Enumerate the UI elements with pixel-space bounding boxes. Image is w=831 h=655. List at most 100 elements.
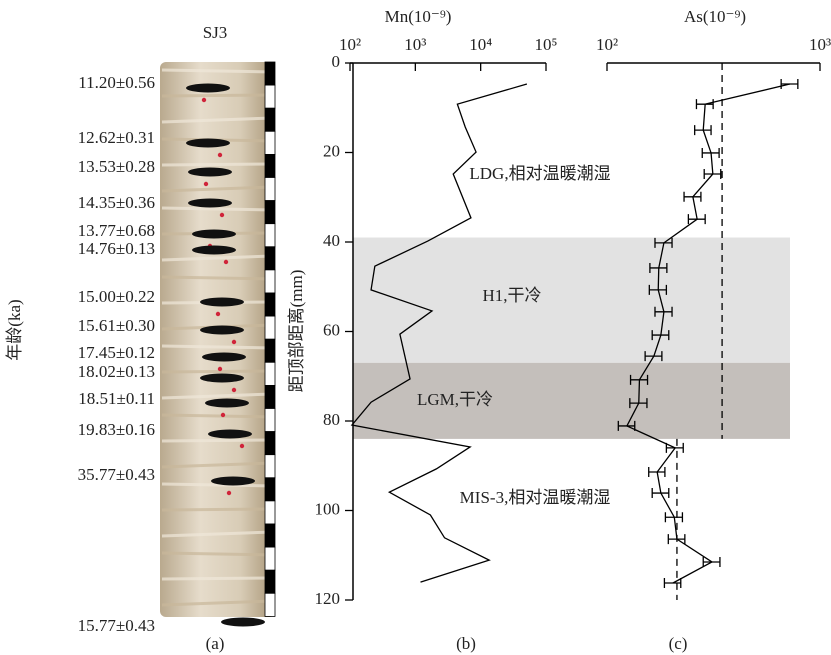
y-axis-label: 距顶部距离(mm) — [287, 270, 306, 393]
layer — [162, 553, 273, 555]
layer — [162, 164, 273, 165]
sample-dot — [224, 260, 228, 264]
dating-spot — [208, 430, 252, 439]
sample-dot — [218, 153, 222, 157]
error-bar — [781, 79, 798, 89]
core-title: SJ3 — [203, 23, 228, 42]
age-axis-label: 年龄(ka) — [5, 299, 24, 360]
figure: SJ3 年龄(ka) (a) 11.20±0.56 12.62±0.31 13.53… — [0, 0, 831, 655]
age-label: 13.77±0.68 — [78, 221, 155, 240]
axis-title: Mn(10⁻⁹) — [385, 7, 452, 26]
scale-segment — [265, 154, 275, 177]
scale-segment — [265, 547, 275, 570]
y-tick-label: 100 — [315, 499, 341, 518]
sample-dot — [221, 413, 225, 417]
scale-segment — [265, 339, 275, 362]
dating-spot — [211, 477, 255, 486]
layer — [162, 95, 273, 96]
layer — [162, 70, 273, 72]
age-label: 11.20±0.56 — [78, 73, 155, 92]
band-label: H1,干冷 — [482, 286, 541, 305]
x-tick-label: 10⁴ — [469, 35, 492, 54]
dating-spot — [200, 326, 244, 335]
age-label: 18.02±0.13 — [78, 362, 155, 381]
panel-label: (b) — [456, 634, 476, 653]
y-tick-label: 0 — [332, 52, 341, 71]
scale-segment — [265, 293, 275, 316]
sample-dot — [216, 312, 220, 316]
sample-dot — [232, 340, 236, 344]
sample-dot — [232, 388, 236, 392]
age-label: 15.61±0.30 — [78, 316, 155, 335]
annotation: LDG,相对温暖潮湿 — [469, 164, 610, 183]
scale-segment — [265, 455, 275, 478]
layer — [162, 371, 273, 372]
y-tick-label: 40 — [323, 231, 340, 250]
layer — [162, 415, 273, 417]
x-tick-label: 10³ — [809, 35, 831, 54]
scale-segment — [265, 362, 275, 385]
scale-segment — [265, 432, 275, 455]
age-label: 14.35±0.36 — [78, 193, 155, 212]
layer — [162, 484, 273, 486]
dating-spot — [200, 374, 244, 383]
layer — [162, 208, 273, 210]
scale-segment — [265, 108, 275, 131]
dating-spot — [200, 298, 244, 307]
axis-title: As(10⁻⁹) — [684, 7, 746, 26]
sample-dot — [227, 491, 231, 495]
age-label: 18.51±0.11 — [78, 389, 155, 408]
layer — [162, 578, 273, 579]
band — [353, 238, 790, 363]
sample-dot — [202, 98, 206, 102]
x-tick-label: 10² — [339, 35, 361, 54]
panel-label: (a) — [206, 634, 225, 653]
annotation: MIS-3,相对温暖潮湿 — [460, 488, 611, 507]
error-bar — [665, 512, 682, 522]
layer — [162, 277, 273, 279]
dating-spot — [202, 353, 246, 362]
scale-segment — [265, 524, 275, 547]
dating-spot — [188, 168, 232, 177]
sample-dot — [218, 367, 222, 371]
sample-dot — [240, 444, 244, 448]
age-label: 35.77±0.43 — [78, 465, 155, 484]
age-label: 19.83±0.16 — [78, 420, 155, 439]
y-tick-label: 20 — [323, 141, 340, 160]
scale-segment — [265, 270, 275, 293]
y-tick-label: 60 — [323, 320, 340, 339]
panel-label: (c) — [669, 634, 688, 653]
error-bar — [649, 467, 665, 477]
scale-segment — [265, 247, 275, 270]
age-label: 15.77±0.43 — [78, 616, 155, 635]
scale-segment — [265, 201, 275, 224]
layer — [162, 509, 273, 510]
scale-segment — [265, 593, 275, 616]
scale-segment — [265, 85, 275, 108]
age-label: 15.00±0.22 — [78, 287, 155, 306]
layer — [162, 440, 273, 441]
dating-spot — [221, 618, 265, 627]
dating-spot — [192, 230, 236, 239]
scale-segment — [265, 478, 275, 501]
y-tick-label: 80 — [323, 410, 340, 429]
dating-spot — [186, 84, 230, 93]
y-tick-label: 120 — [315, 589, 341, 608]
scale-segment — [265, 131, 275, 154]
sample-dot — [204, 182, 208, 186]
age-label: 12.62±0.31 — [78, 128, 155, 147]
scale-segment — [265, 570, 275, 593]
dating-spot — [192, 246, 236, 255]
error-bar — [702, 148, 719, 158]
scale-segment — [265, 224, 275, 247]
x-tick-label: 10³ — [404, 35, 426, 54]
age-label: 17.45±0.12 — [78, 343, 155, 362]
dating-spot — [186, 139, 230, 148]
error-bar — [684, 192, 701, 202]
age-label: 13.53±0.28 — [78, 157, 155, 176]
scale-segment — [265, 501, 275, 524]
dating-spot — [205, 399, 249, 408]
scale-segment — [265, 316, 275, 339]
page: {"core": {"title": "SJ3", "ylabel": "年龄(… — [0, 0, 831, 655]
band-label: LGM,干冷 — [417, 390, 493, 409]
